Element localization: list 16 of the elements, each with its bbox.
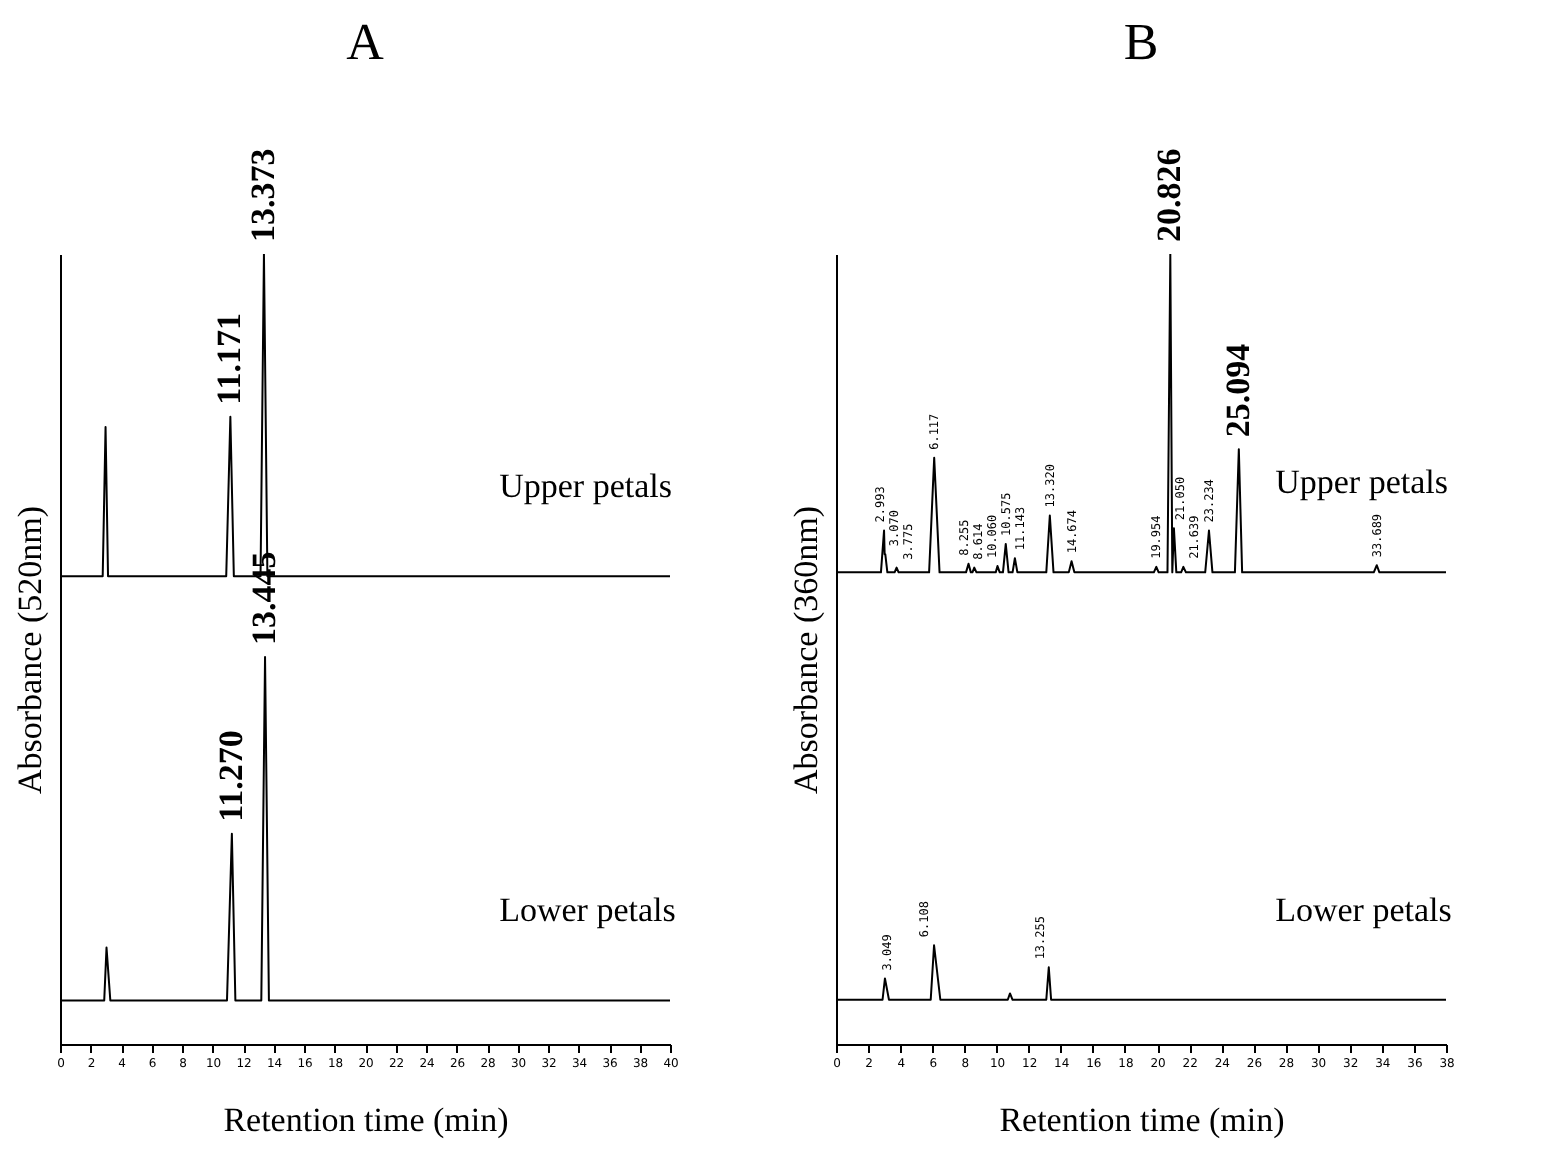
text: Upper petals: [499, 467, 672, 506]
annotation: 11.270: [211, 730, 250, 822]
y-axis-title: Absorbance (360nm): [787, 506, 825, 794]
annotation: 13.373: [243, 148, 282, 242]
annotation: 11.171: [210, 313, 249, 405]
x-axis-title: Retention time (min): [999, 1101, 1285, 1139]
chart-title: A: [346, 12, 385, 71]
annotation: 20.826: [1150, 148, 1189, 242]
text: Lower petals: [1275, 890, 1452, 929]
annotation: 25.094: [1218, 342, 1257, 438]
series-label: Upper petals: [1275, 463, 1448, 502]
text: Lower petals: [499, 891, 676, 930]
chart-title: B: [1123, 12, 1159, 71]
annotation: 13.445: [245, 551, 284, 645]
x-axis-title: Retention time (min): [223, 1101, 509, 1139]
y-axis-title: Absorbance (520nm): [11, 506, 49, 794]
